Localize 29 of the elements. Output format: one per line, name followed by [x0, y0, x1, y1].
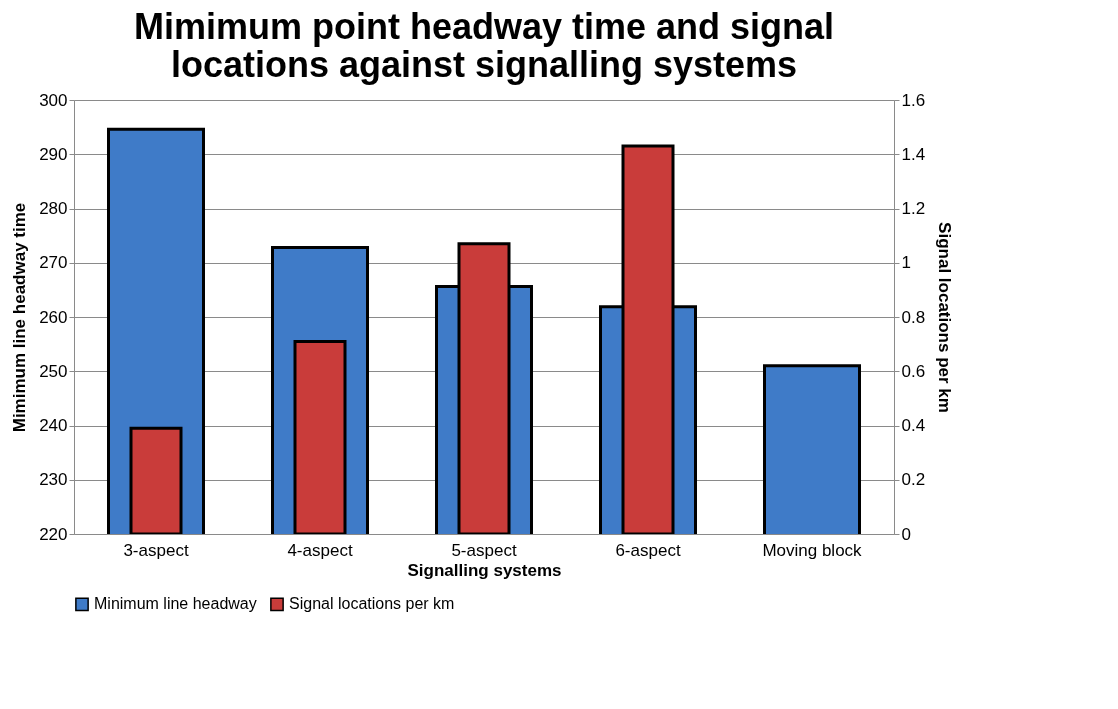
x-tick-label: 6-aspect	[615, 540, 681, 560]
y2-axis-title: Signal locations per km	[935, 222, 955, 413]
y-tick-label: 220	[39, 524, 68, 544]
y-tick-label: 240	[39, 416, 68, 435]
x-tick-label: 3-aspect	[123, 540, 189, 560]
y-tick-label: 300	[39, 90, 68, 110]
y2-tick-label: 0.2	[901, 470, 926, 490]
y2-tick-label: 1	[901, 253, 911, 273]
y-tick-label: 250	[39, 361, 68, 381]
x-tick-label: Moving block	[762, 540, 863, 560]
x-tick-label: 4-aspect	[287, 540, 353, 560]
y2-tick-label: 0	[901, 524, 911, 544]
y-tick-label: 260	[39, 307, 68, 327]
x-axis-title: Signalling systems	[407, 560, 562, 580]
y2-tick-label: 1.2	[901, 199, 926, 218]
y-tick-label: 280	[39, 199, 68, 218]
y-tick-label: 290	[39, 144, 68, 164]
legend-label: Signal locations per km	[289, 595, 455, 613]
legend-label: Minimum line headway	[94, 595, 257, 613]
y2-tick-label: 1.4	[901, 144, 926, 164]
x-tick-label: 5-aspect	[451, 540, 517, 560]
y-tick-label: 230	[39, 470, 68, 490]
y2-tick-label: 0.4	[901, 416, 926, 435]
y2-tick-label: 0.6	[901, 361, 926, 381]
y2-tick-label: 1.6	[901, 90, 926, 110]
y-tick-label: 270	[39, 253, 68, 273]
y2-tick-label: 0.8	[901, 307, 926, 327]
chart-title: Mimimum point headway time and signal locations against signalling systems	[133, 6, 835, 85]
y-axis-title: Mimimum line headway time	[10, 202, 30, 433]
